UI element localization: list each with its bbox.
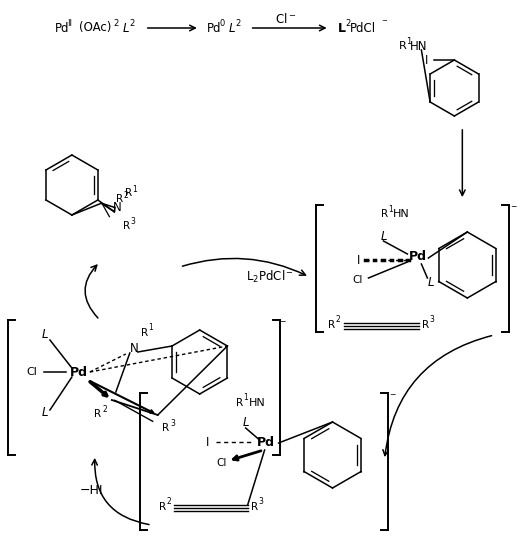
Text: R: R <box>141 328 148 338</box>
Text: R: R <box>328 320 335 330</box>
Text: 3: 3 <box>258 498 263 507</box>
Text: Cl: Cl <box>352 275 363 285</box>
Text: Pd: Pd <box>408 250 427 263</box>
Text: R: R <box>422 320 429 330</box>
Text: 2: 2 <box>113 18 118 28</box>
Text: L: L <box>228 22 235 35</box>
Text: $^-$: $^-$ <box>278 319 287 329</box>
Text: 2: 2 <box>335 315 340 325</box>
Text: 2: 2 <box>167 498 171 507</box>
Text: Pd: Pd <box>256 436 275 448</box>
Text: L$_2$PdCl$^-$: L$_2$PdCl$^-$ <box>245 269 294 285</box>
Text: I: I <box>206 436 209 448</box>
Text: 2: 2 <box>102 405 107 415</box>
Text: HN: HN <box>393 209 410 219</box>
Text: 2: 2 <box>129 18 134 28</box>
Text: −HI: −HI <box>80 483 104 496</box>
Text: R: R <box>381 209 388 219</box>
Text: R: R <box>159 502 166 512</box>
Text: HN: HN <box>249 398 266 408</box>
Text: 1: 1 <box>148 324 153 332</box>
Text: L: L <box>242 416 249 429</box>
Text: $^-$: $^-$ <box>509 204 518 214</box>
Text: L: L <box>42 405 48 418</box>
Text: 1: 1 <box>243 393 248 403</box>
Text: R: R <box>162 423 169 433</box>
Text: 2: 2 <box>124 191 129 200</box>
Text: Cl$^-$: Cl$^-$ <box>275 12 296 26</box>
Text: R: R <box>236 398 243 408</box>
Text: R: R <box>399 41 406 51</box>
Text: 3: 3 <box>429 315 434 325</box>
Text: 1: 1 <box>132 185 137 194</box>
Text: Pd: Pd <box>70 365 88 378</box>
Text: 1: 1 <box>388 204 393 214</box>
Text: 2: 2 <box>346 18 351 28</box>
Text: 2: 2 <box>235 18 240 28</box>
Text: R: R <box>116 194 123 204</box>
Text: 3: 3 <box>131 217 136 226</box>
Text: N: N <box>113 201 121 214</box>
Text: L: L <box>122 22 129 35</box>
Text: $^-$: $^-$ <box>388 392 397 402</box>
Text: R: R <box>94 409 101 419</box>
Text: Cl: Cl <box>216 458 227 468</box>
Text: L: L <box>337 22 346 35</box>
Text: L: L <box>380 229 387 242</box>
Text: R: R <box>125 189 132 198</box>
Text: I: I <box>357 254 360 267</box>
Text: HN: HN <box>409 40 427 53</box>
Text: 3: 3 <box>170 420 175 429</box>
Text: R: R <box>122 221 130 231</box>
Text: R: R <box>251 502 258 512</box>
Text: 1: 1 <box>406 36 411 46</box>
Text: PdCl: PdCl <box>349 22 376 35</box>
Text: $^-$: $^-$ <box>380 18 389 28</box>
Text: (OAc): (OAc) <box>79 22 111 35</box>
Text: L: L <box>42 328 48 341</box>
Text: Pd: Pd <box>207 22 221 35</box>
Text: L: L <box>428 275 434 288</box>
Text: Pd: Pd <box>54 22 69 35</box>
Text: 0: 0 <box>219 18 224 28</box>
Text: I: I <box>425 54 428 67</box>
Text: Cl: Cl <box>26 367 37 377</box>
Text: II: II <box>67 18 72 28</box>
Text: N: N <box>129 341 138 354</box>
